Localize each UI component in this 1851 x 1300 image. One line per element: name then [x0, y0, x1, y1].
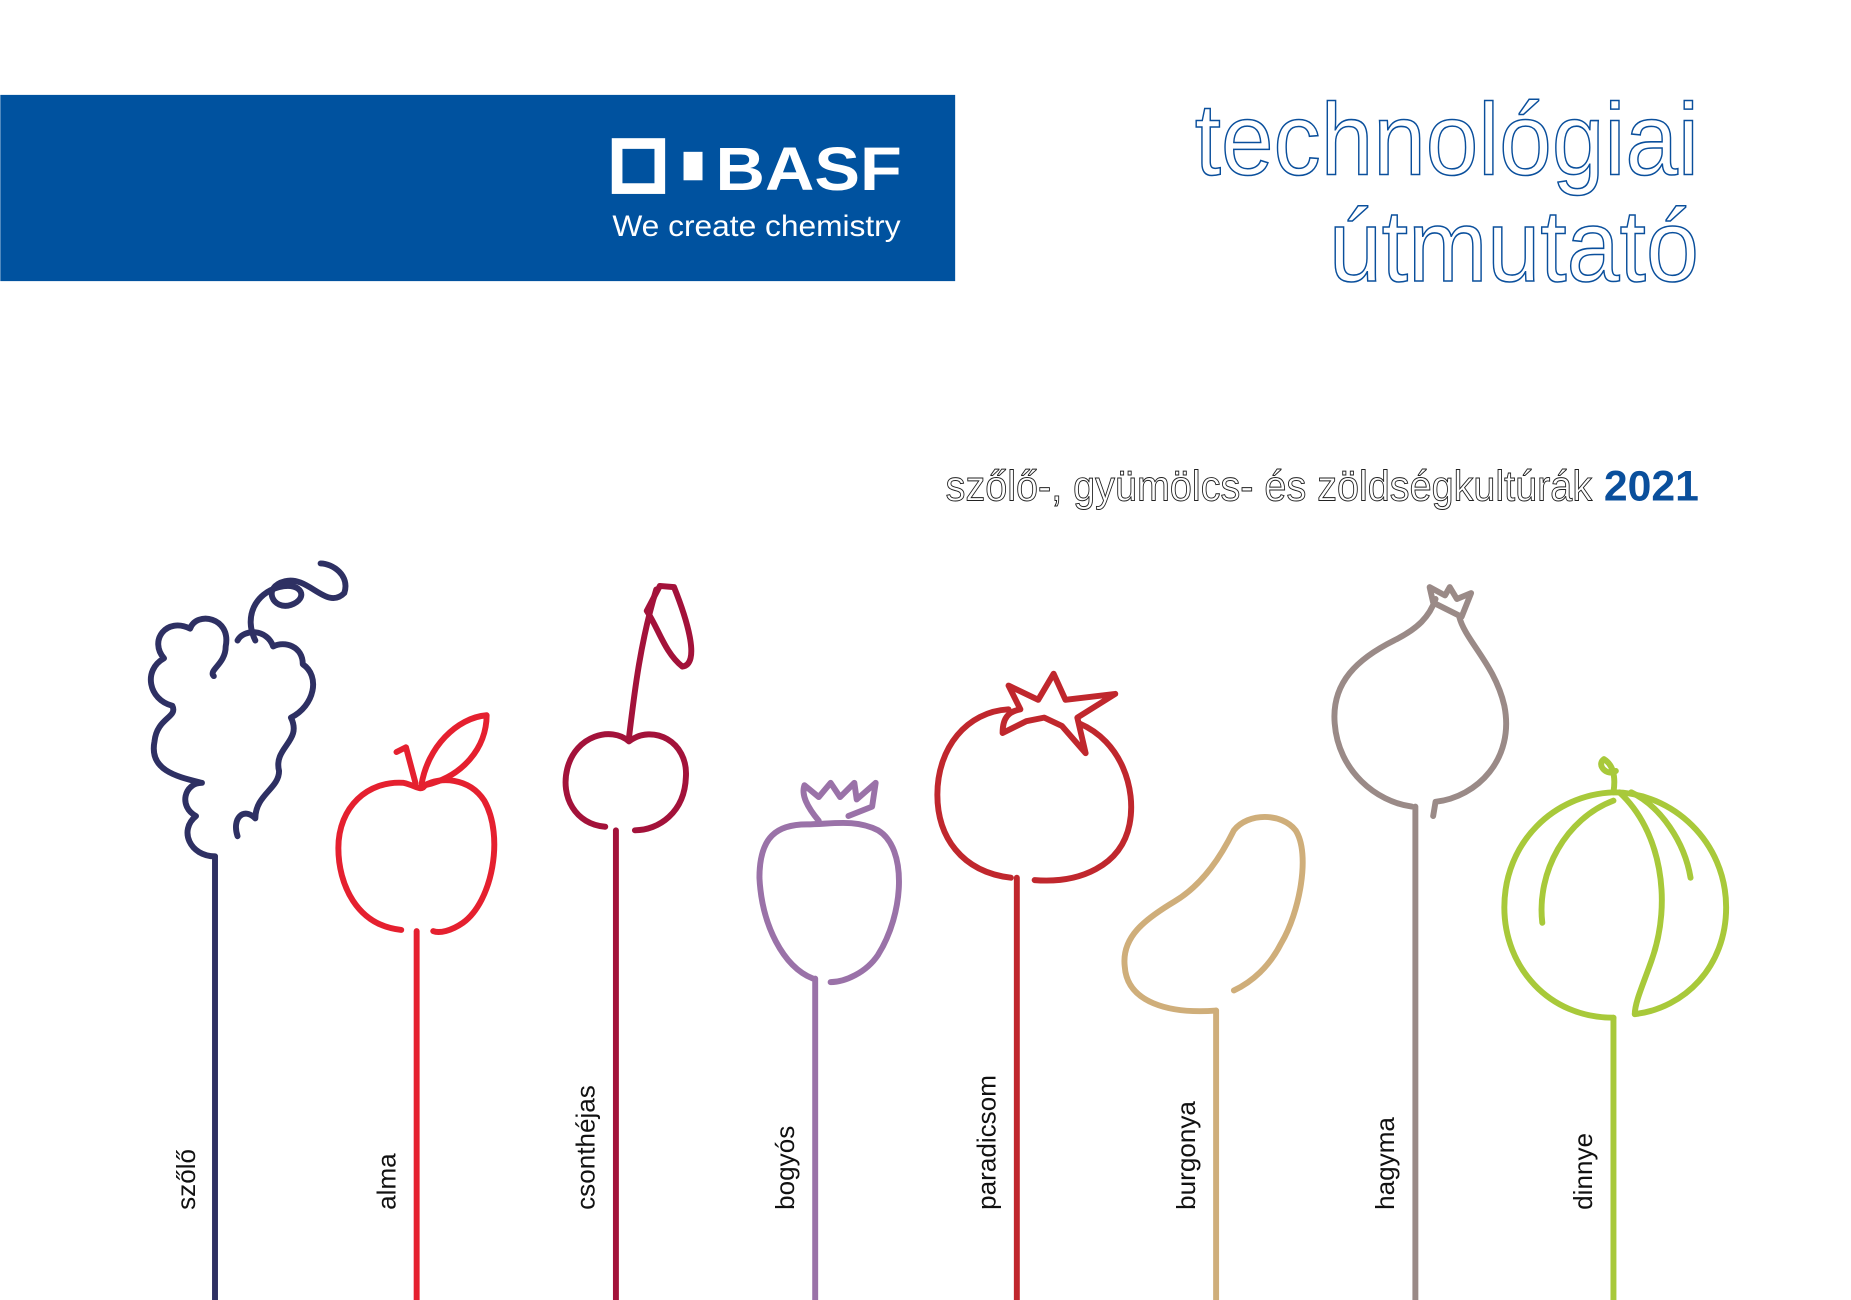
tomato-icon	[934, 670, 1135, 1300]
basf-logo: BASF	[611, 135, 902, 204]
title-line1: technológiai	[1195, 82, 1699, 196]
crop-label-bogyos: bogyós	[770, 1126, 800, 1210]
crop-label-alma: alma	[371, 1153, 401, 1210]
tagline: We create chemistry	[612, 210, 900, 243]
crop-label-szolo: szőlő	[171, 1149, 201, 1210]
strawberry-icon	[756, 779, 902, 1300]
crop-label-csonthejas: csonthéjas	[571, 1085, 601, 1210]
crop-label-burgonya: burgonya	[1171, 1101, 1201, 1210]
title-line2: útmutató	[1329, 189, 1699, 303]
brand-banner	[0, 94, 956, 282]
cherry-icon	[562, 582, 695, 1300]
potato-icon	[1121, 814, 1306, 1300]
subtitle-year: 2021	[1604, 463, 1699, 511]
melon-icon	[1501, 756, 1730, 1300]
subtitle: szőlő-, gyümölcs- és zöldségkultúrák	[946, 463, 1593, 511]
apple-icon	[335, 712, 498, 1300]
crop-label-hagyma: hagyma	[1370, 1117, 1400, 1210]
logo-text: BASF	[716, 135, 902, 204]
crop-label-paradicsom: paradicsom	[971, 1075, 1001, 1210]
grape-icon	[147, 560, 349, 1300]
onion-icon	[1331, 584, 1509, 1300]
crop-label-dinnye: dinnye	[1568, 1133, 1598, 1210]
